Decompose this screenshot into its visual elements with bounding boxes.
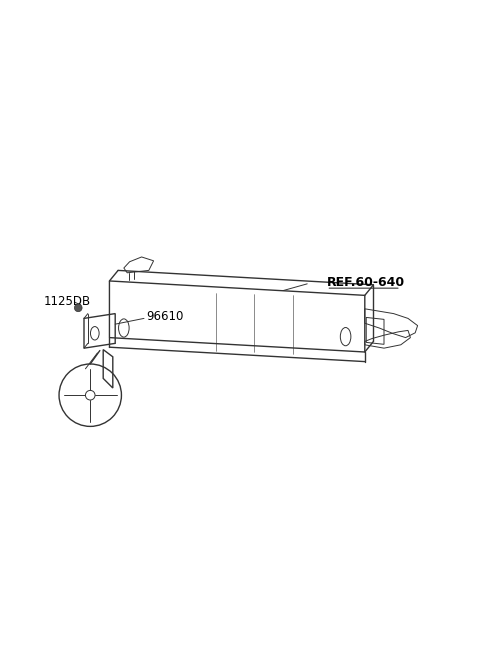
Circle shape (74, 304, 82, 312)
Text: REF.60-640: REF.60-640 (326, 276, 405, 289)
Text: 1125DB: 1125DB (43, 295, 90, 308)
Text: 96610: 96610 (146, 310, 184, 323)
